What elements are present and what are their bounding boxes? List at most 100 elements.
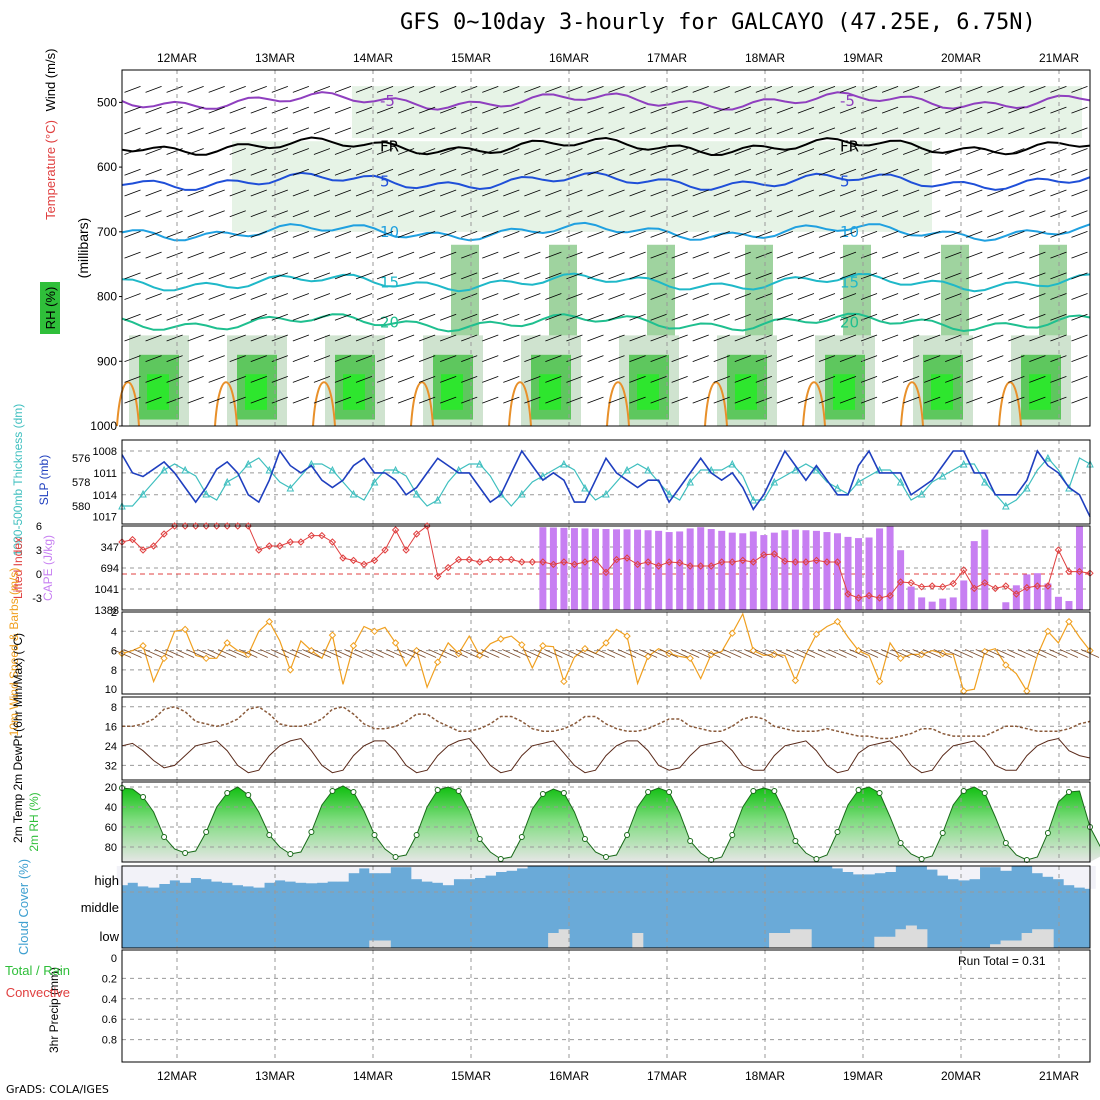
upper-frame [121,69,1091,427]
wind-barb [524,293,541,300]
wind-barb [397,106,415,114]
wind-barb [166,272,183,280]
wind10m-barb [796,649,816,658]
wind-barb [776,148,794,155]
wind-barb [461,251,478,259]
wind-barb [629,376,646,383]
wind-barb [250,127,267,135]
wind10m-barb [744,649,763,658]
wind-barb [924,396,941,404]
wind-barb [1050,106,1067,114]
cloud-high-cell [264,866,276,883]
rh-point [455,788,462,794]
wind10m-barb [481,649,500,658]
wind-barb [945,127,962,135]
wind-barb [1029,168,1046,176]
cloud-high-cell [1074,866,1086,888]
slp-tick-label: 1008 [93,446,117,458]
wind-barb [650,355,667,363]
li-point [644,558,652,566]
wind-barb [503,231,520,238]
wind10m-barb [123,649,142,658]
wind-barb [671,189,688,197]
wind-barb [440,293,457,300]
wind-barb [503,334,520,342]
li-point [518,558,526,566]
wind-barb [545,231,562,238]
wind-barb [187,106,204,114]
wind-barb [355,106,373,114]
wind-barb [902,355,920,363]
wind-barb [566,86,583,93]
wind-barb [545,148,562,155]
wind-barb [860,86,878,93]
wind-barb [418,334,436,342]
wind-barb [313,231,331,238]
date-tick-bottom: 16MAR [549,1069,589,1083]
wind-speed-point [707,650,715,659]
thickness-point [833,483,842,492]
wind-barb [482,313,499,321]
rh-point [645,789,652,795]
wind10m-barb [460,649,479,658]
cloud-high-cell [958,866,970,881]
wind-barb [376,210,394,218]
wind-barb [1029,127,1046,135]
thickness-point [244,459,253,468]
wind-barb [1071,334,1088,342]
li-point [791,558,800,566]
rh-band-mid [232,141,932,232]
wind-barb [629,396,646,404]
cape-bar [897,550,905,610]
rh-point [497,856,504,862]
wind10m-barb [491,649,510,658]
wind-barb [924,251,941,259]
wind-barb [860,376,878,383]
wind-barb [987,127,1004,135]
wind-barb [208,313,225,321]
wind-barb [503,148,520,155]
thickness-point [749,495,758,504]
li-point [812,556,821,565]
li-point [149,542,158,550]
wind-barb [734,86,751,93]
wind-barb [440,148,457,155]
wind-barb [145,293,162,300]
wind-barb [755,251,772,259]
li-point [444,563,452,572]
ylabel-precip: 3hr Precip (mm) [47,967,61,1053]
wind10m-barb [702,649,721,658]
li-point [276,542,284,550]
wind-barb [229,168,246,176]
li-point [665,558,673,566]
wind-barb [397,376,415,383]
wind-barb [503,127,520,135]
wind10m-barb [1070,649,1089,658]
ylabel-wind: Wind (m/s) [43,49,58,112]
cape-bar [581,528,589,610]
wind-barb [440,127,457,135]
ylabel-pressure: (millibars) [75,218,91,279]
temp-tick-label: 8 [111,702,117,714]
wind-barb [881,189,899,197]
wind-barb [187,251,204,259]
wind-barb [503,293,520,300]
wind-barb [734,376,751,383]
wind10m-barb [1007,649,1026,658]
wind-barb [587,168,604,176]
wind-barb [545,376,562,383]
wind-barb [124,189,141,197]
precip-tick-label: 0 [111,953,117,965]
wind-barb [355,313,373,321]
wind-barb [166,210,183,218]
wind-barb [881,251,899,259]
wind-barb [608,231,625,238]
li-point [760,551,768,559]
cloud-high-cell [1000,866,1012,871]
wind-barb [124,396,141,404]
wind-barb [292,334,310,342]
wind-barb [482,127,499,135]
li-point [286,538,295,546]
wind10m-barb [986,649,1005,658]
wind-barb [818,168,836,176]
